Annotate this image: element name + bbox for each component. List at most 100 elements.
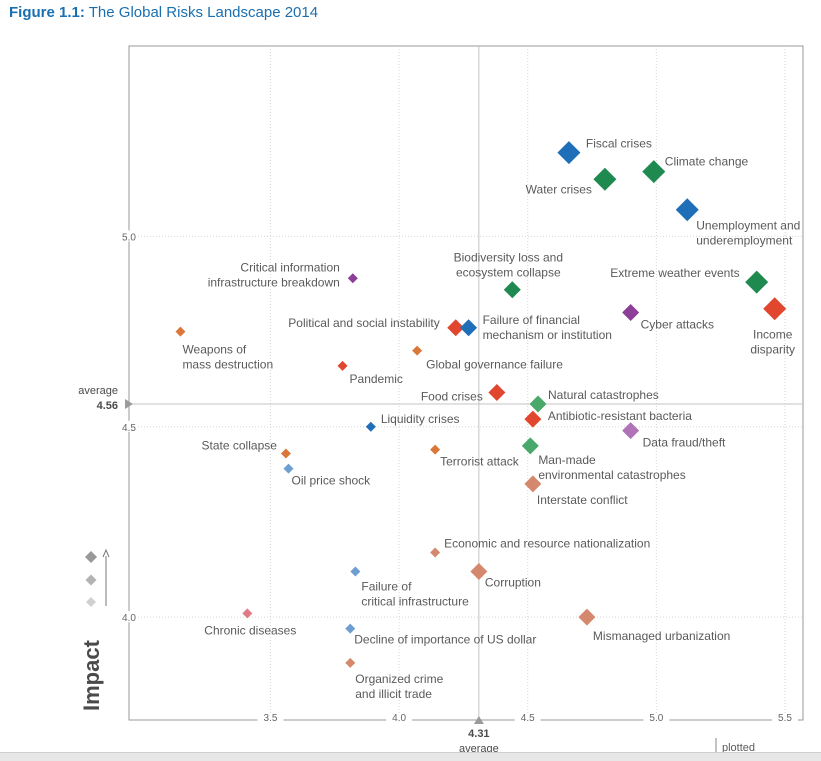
risk-label-line: Failure of financial xyxy=(483,313,580,327)
risk-label: Fiscal crises xyxy=(586,137,652,151)
risk-label-line: State collapse xyxy=(202,438,278,452)
risk-label: Chronic diseases xyxy=(204,623,296,637)
risk-point xyxy=(503,281,521,299)
risk-label: Failure of financial mechanism or institu… xyxy=(483,313,612,342)
risk-label-line: Liquidity crises xyxy=(381,412,460,426)
risk-label-line: Data fraud/theft xyxy=(643,436,726,450)
risk-label-line: Man-made xyxy=(538,453,596,467)
risk-label: Climate change xyxy=(665,155,749,169)
risk-point xyxy=(622,304,640,322)
risk-label-line: disparity xyxy=(750,343,795,357)
risk-point xyxy=(283,463,294,474)
risk-point xyxy=(763,297,787,321)
risk-label-line: Weapons of xyxy=(182,343,246,357)
risk-point xyxy=(365,421,376,432)
x-tick-label: 3.5 xyxy=(264,713,278,724)
risk-label: Global governance failure xyxy=(426,358,563,372)
risk-label-line: and illicit trade xyxy=(355,687,432,701)
figure-number: Figure 1.1: xyxy=(9,4,85,21)
risk-point xyxy=(460,319,478,337)
risk-label: Economic and resource nationalization xyxy=(444,536,650,550)
risk-label: Terrorist attack xyxy=(440,455,520,469)
risk-label-line: Water crises xyxy=(526,182,592,196)
risk-label-line: Political and social instability xyxy=(288,316,439,330)
average-y-word: average xyxy=(78,385,118,397)
x-tick-label-bg xyxy=(514,713,541,725)
risk-label-line: Chronic diseases xyxy=(204,623,296,637)
risk-label: Liquidity crises xyxy=(381,412,460,426)
risk-label: Weapons of mass destruction xyxy=(182,343,273,372)
x-tick-label: 5.0 xyxy=(649,713,663,724)
risk-label-line: mass destruction xyxy=(182,358,273,372)
risk-label-line: Food crises xyxy=(421,390,483,404)
plot-frame xyxy=(128,45,804,721)
risk-label: Cyber attacks xyxy=(641,318,714,332)
risk-label: Political and social instability xyxy=(288,316,439,330)
x-tick-label-bg xyxy=(643,713,670,725)
risk-label-line: Terrorist attack xyxy=(440,455,520,469)
average-y-marker-icon xyxy=(125,398,133,409)
risk-point xyxy=(745,270,769,294)
risk-point xyxy=(430,547,441,558)
risk-label-line: Climate change xyxy=(665,155,749,169)
risk-label-line: Failure of xyxy=(361,579,412,593)
risk-point xyxy=(337,360,348,371)
x-tick-label-bg xyxy=(771,713,798,725)
risk-label: State collapse xyxy=(202,438,278,452)
risk-label-line: Extreme weather events xyxy=(610,266,739,280)
risk-point xyxy=(529,395,547,413)
risk-point xyxy=(350,566,361,577)
risk-point xyxy=(488,384,506,402)
y-tick-label: 5.0 xyxy=(122,232,136,243)
risk-point xyxy=(675,198,699,222)
y-tick-label-bg xyxy=(121,611,137,623)
risk-label-line: Pandemic xyxy=(350,372,403,386)
risk-label: Mismanaged urbanization xyxy=(593,629,730,643)
risk-label-line: environmental catastrophes xyxy=(538,468,685,482)
risk-label-line: Decline of importance of US dollar xyxy=(354,633,536,647)
x-tick-label-bg xyxy=(257,713,284,725)
risk-label-line: Economic and resource nationalization xyxy=(444,536,650,550)
risk-label-line: Mismanaged urbanization xyxy=(593,629,730,643)
figure-title: Figure 1.1: The Global Risks Landscape 2… xyxy=(9,4,318,21)
risk-point xyxy=(412,345,423,356)
x-tick-label: 5.5 xyxy=(778,713,792,724)
risk-point xyxy=(521,437,539,455)
risk-label: Biodiversity loss and ecosystem collapse xyxy=(454,251,563,280)
risk-point xyxy=(578,608,596,626)
risk-label: Food crises xyxy=(421,390,483,404)
risk-label-line: underemployment xyxy=(696,234,793,248)
size-legend-medium-icon xyxy=(85,574,97,586)
risk-point xyxy=(524,410,542,428)
risk-label: Income disparity xyxy=(750,328,795,357)
risk-label: Man-made environmental catastrophes xyxy=(538,453,685,482)
y-tick-label-bg xyxy=(121,230,137,242)
risk-point xyxy=(622,422,640,440)
risk-point xyxy=(175,326,186,337)
risk-point xyxy=(242,608,253,619)
risk-label: Antibiotic-resistant bacteria xyxy=(548,409,692,423)
y-tick-label: 4.5 xyxy=(122,423,136,434)
risk-label-line: critical infrastructure xyxy=(361,594,469,608)
risk-point xyxy=(557,141,581,165)
risk-label: Corruption xyxy=(485,575,541,589)
risk-point xyxy=(347,273,358,284)
risk-label-line: ecosystem collapse xyxy=(456,266,561,280)
risk-label: Decline of importance of US dollar xyxy=(354,633,536,647)
risk-point xyxy=(430,444,441,455)
risk-label: Pandemic xyxy=(350,372,403,386)
risk-label-line: Biodiversity loss and xyxy=(454,251,563,265)
risk-label: Failure of critical infrastructure xyxy=(361,579,469,608)
average-x-value: 4.31 xyxy=(468,728,489,740)
risk-point xyxy=(447,319,465,337)
risk-label: Water crises xyxy=(526,182,592,196)
x-tick-label: 4.5 xyxy=(521,713,535,724)
risk-label: Unemployment and underemployment xyxy=(696,219,800,248)
impact-axis-label: Impact xyxy=(79,639,104,711)
risk-label: Interstate conflict xyxy=(537,493,628,507)
average-y-value: 4.56 xyxy=(97,400,118,412)
risk-label-line: mechanism or institution xyxy=(483,328,612,342)
risk-label: Oil price shock xyxy=(291,474,371,488)
risk-point xyxy=(345,657,356,668)
